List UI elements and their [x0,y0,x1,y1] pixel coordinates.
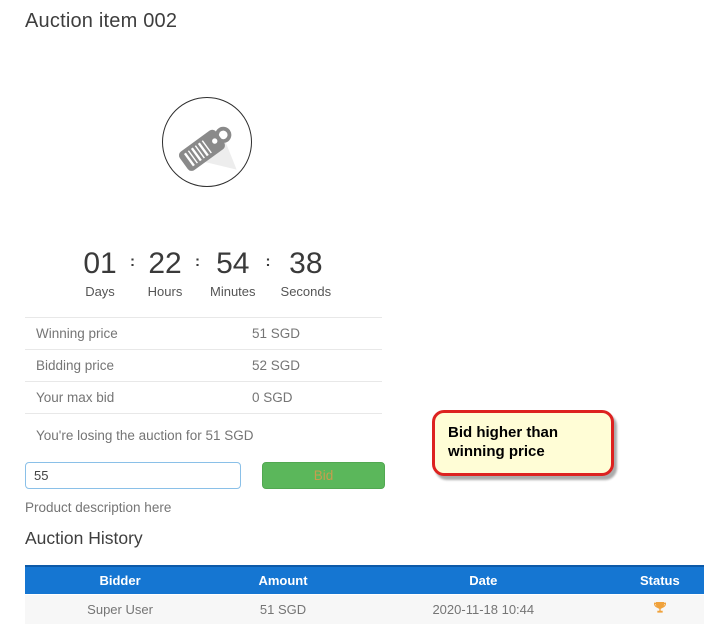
countdown-days: 01 Days [80,247,120,299]
price-row-label: Your max bid [36,390,115,405]
header-cell-date: Date [350,565,616,595]
countdown-separator: : [130,253,135,270]
countdown-seconds-label: Seconds [280,284,332,299]
history-cell-status [615,594,704,624]
history-row: Super User 51 SGD 2020-11-18 10:44 [25,594,704,624]
header-cell-status: Status [615,565,704,595]
countdown-hours: 22 Hours [145,247,185,299]
header-cell-amount: Amount [215,565,351,595]
countdown-seconds: 38 Seconds [281,247,332,299]
price-row-label: Bidding price [36,358,115,373]
price-row-bidding: Bidding price 52 SGD [25,349,382,381]
countdown-timer: 01 Days : 22 Hours : 54 Minutes : 38 Sec… [80,247,331,299]
history-cell-date: 2020-11-18 10:44 [350,594,616,624]
countdown-seconds-value: 38 [289,247,323,280]
countdown-hours-value: 22 [148,247,182,280]
bid-button[interactable]: Bid [262,462,385,489]
price-row-value: 52 SGD [252,358,301,373]
auction-history-title: Auction History [25,528,143,548]
auction-history-table: Bidder Amount Date Status Super User 51 … [25,565,704,624]
countdown-separator: : [195,253,200,270]
trophy-icon [652,600,668,619]
losing-status-message: You're losing the auction for 51 SGD [36,428,254,443]
countdown-hours-label: Hours [147,284,183,299]
header-cell-bidder: Bidder [25,565,216,595]
price-row-winning: Winning price 51 SGD [25,317,382,349]
page-title: Auction item 002 [25,10,178,32]
countdown-minutes: 54 Minutes [210,247,256,299]
product-image [162,97,252,187]
history-cell-bidder: Super User [25,594,216,624]
history-cell-amount: 51 SGD [215,594,351,624]
countdown-separator: : [265,253,271,270]
countdown-days-label: Days [85,284,115,299]
bid-amount-input[interactable] [25,462,241,489]
history-header-row: Bidder Amount Date Status [25,565,704,595]
price-row-maxbid: Your max bid 0 SGD [25,381,382,413]
annotation-callout: Bid higher than winning price [432,410,614,476]
countdown-days-value: 01 [83,247,117,280]
price-row-label: Winning price [36,326,118,341]
price-row-value: 0 SGD [252,390,293,405]
price-tag-icon [164,97,250,188]
price-table: Winning price 51 SGD Bidding price 52 SG… [25,317,382,414]
countdown-minutes-value: 54 [216,247,250,280]
price-row-value: 51 SGD [252,326,301,341]
countdown-minutes-label: Minutes [210,284,256,299]
product-description: Product description here [25,500,172,515]
